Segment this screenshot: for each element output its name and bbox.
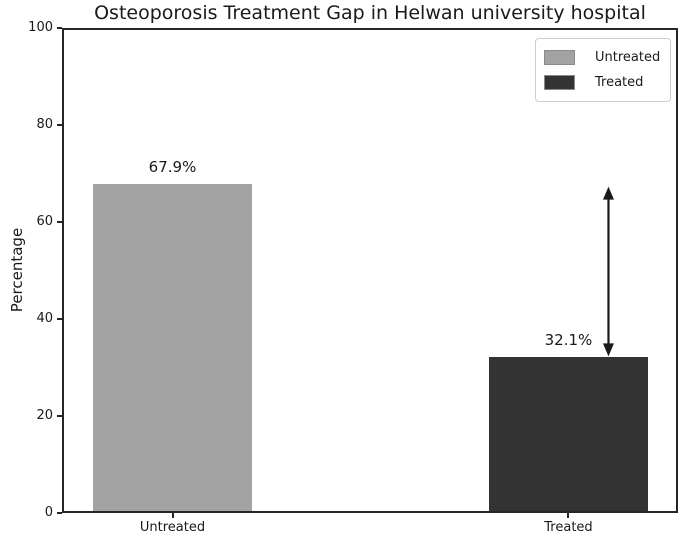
y-tick-mark — [57, 318, 62, 320]
legend-entry: Treated — [544, 70, 660, 95]
y-tick-label: 80 — [36, 117, 53, 132]
legend-label: Treated — [595, 75, 644, 90]
bar-untreated — [93, 183, 252, 513]
bar-value-label: 32.1% — [544, 331, 593, 350]
y-tick-label: 0 — [44, 505, 53, 520]
y-tick-label: 100 — [28, 20, 53, 35]
legend: Untreated Treated — [535, 38, 671, 102]
y-axis-label: Percentage — [8, 227, 26, 313]
legend-entry: Untreated — [544, 45, 660, 70]
y-tick-mark — [57, 512, 62, 514]
x-tick-label: Treated — [544, 520, 593, 535]
legend-swatch-icon — [544, 50, 575, 65]
bar-value-label: 67.9% — [148, 157, 197, 176]
x-tick-mark — [171, 513, 174, 518]
y-tick-label: 40 — [36, 311, 53, 326]
x-tick-label: Untreated — [139, 520, 206, 535]
y-tick-mark — [57, 415, 62, 417]
y-tick-label: 20 — [36, 408, 53, 423]
y-tick-mark — [57, 27, 62, 29]
x-tick-mark — [567, 513, 570, 518]
bar-treated — [488, 357, 648, 513]
y-tick-mark — [57, 124, 62, 126]
chart-title: Osteoporosis Treatment Gap in Helwan uni… — [94, 2, 646, 24]
y-tick-mark — [57, 221, 62, 223]
y-tick-label: 60 — [36, 214, 53, 229]
legend-label: Untreated — [595, 50, 661, 65]
legend-swatch-icon — [544, 75, 575, 90]
